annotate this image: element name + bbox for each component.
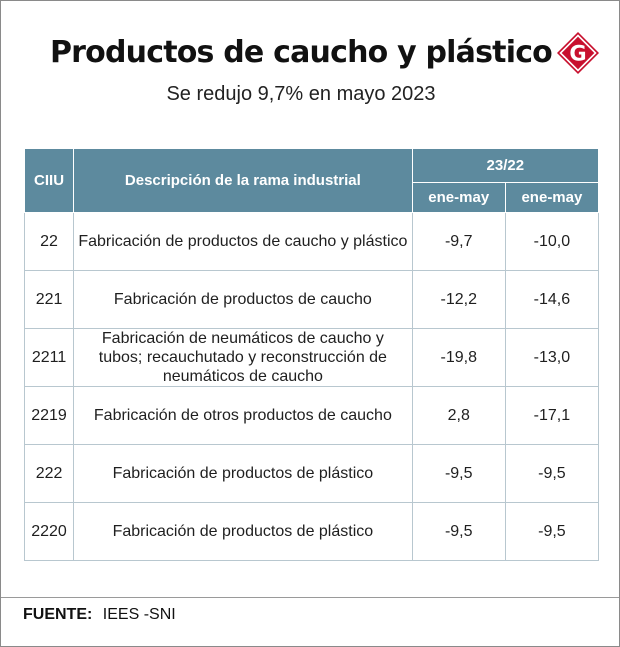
cell-value-b: -13,0 xyxy=(504,328,600,387)
cell-value-a: -12,2 xyxy=(411,270,506,329)
cell-description: Fabricación de productos de plástico xyxy=(73,502,413,561)
table-row: 2220 Fabricación de productos de plástic… xyxy=(23,502,600,561)
cell-ciiu: 2211 xyxy=(23,328,75,387)
table-row: 222 Fabricación de productos de plástico… xyxy=(23,444,600,503)
table-row: 221 Fabricación de productos de caucho -… xyxy=(23,270,600,329)
cell-ciiu: 2219 xyxy=(23,386,75,445)
cell-value-a: -9,5 xyxy=(411,502,506,561)
cell-value-b: -9,5 xyxy=(504,444,600,503)
cell-ciiu: 2220 xyxy=(23,502,75,561)
cell-value-b: -9,5 xyxy=(504,502,600,561)
cell-value-a: -19,8 xyxy=(411,328,506,387)
cell-value-a: 2,8 xyxy=(411,386,506,445)
brand-logo-icon: G xyxy=(557,32,599,74)
source-value: IEES -SNI xyxy=(102,606,176,623)
cell-ciiu: 222 xyxy=(23,444,75,503)
cell-description: Fabricación de productos de caucho y plá… xyxy=(73,212,413,271)
cell-description: Fabricación de neumáticos de caucho y tu… xyxy=(73,328,413,387)
cell-description: Fabricación de productos de plástico xyxy=(73,444,413,503)
header-period-group: 23/22 xyxy=(411,148,600,183)
cell-value-b: -10,0 xyxy=(504,212,600,271)
cell-value-a: -9,5 xyxy=(411,444,506,503)
header-col-a: ene-may xyxy=(411,182,506,213)
cell-description: Fabricación de otros productos de caucho xyxy=(73,386,413,445)
footer-divider xyxy=(1,597,619,598)
table-row: 2219 Fabricación de otros productos de c… xyxy=(23,386,600,445)
table-row: 2211 Fabricación de neumáticos de caucho… xyxy=(23,328,600,387)
table-row: 22 Fabricación de productos de caucho y … xyxy=(23,212,600,271)
page-title: Productos de caucho y plástico xyxy=(50,35,553,70)
source-label: FUENTE: xyxy=(23,606,93,623)
source-line: FUENTE: IEES -SNI xyxy=(23,606,176,624)
cell-description: Fabricación de productos de caucho xyxy=(73,270,413,329)
cell-value-b: -14,6 xyxy=(504,270,600,329)
cell-value-a: -9,7 xyxy=(411,212,506,271)
cell-value-b: -17,1 xyxy=(504,386,600,445)
data-table: CIIU Descripción de la rama industrial 2… xyxy=(23,148,600,561)
header-description: Descripción de la rama industrial xyxy=(73,148,413,213)
logo-letter: G xyxy=(569,42,586,66)
header-col-b: ene-may xyxy=(504,182,600,213)
cell-ciiu: 221 xyxy=(23,270,75,329)
cell-ciiu: 22 xyxy=(23,212,75,271)
page-subtitle: Se redujo 9,7% en mayo 2023 xyxy=(166,83,436,105)
header-ciiu: CIIU xyxy=(23,148,75,213)
